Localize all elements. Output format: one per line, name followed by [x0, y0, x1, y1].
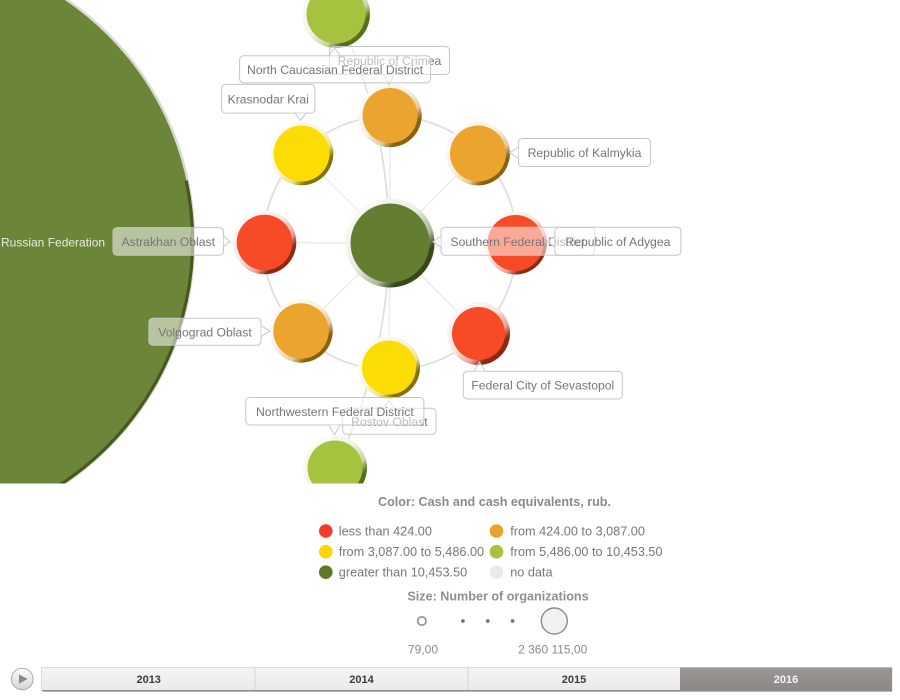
svg-text:no data: no data — [510, 566, 553, 580]
svg-text:Republic of Adygea: Republic of Adygea — [565, 235, 670, 249]
svg-text:greater than 10,453.50: greater than 10,453.50 — [339, 566, 467, 580]
svg-text:Volgograd Oblast: Volgograd Oblast — [158, 325, 252, 339]
svg-text:Federal City of Sevastopol: Federal City of Sevastopol — [471, 379, 614, 393]
svg-text:Size: Number of organizations: Size: Number of organizations — [407, 590, 588, 604]
svg-text:Krasnodar Krai: Krasnodar Krai — [228, 92, 309, 106]
svg-text:from 5,486.00 to 10,453.50: from 5,486.00 to 10,453.50 — [510, 545, 662, 559]
svg-text:Russian Federation: Russian Federation — [1, 236, 105, 250]
svg-text:2013: 2013 — [136, 674, 160, 686]
svg-text:2014: 2014 — [349, 674, 374, 686]
svg-text:from 424.00 to 3,087.00: from 424.00 to 3,087.00 — [510, 525, 645, 539]
svg-text:from 3,087.00 to 5,486.00: from 3,087.00 to 5,486.00 — [339, 545, 484, 559]
svg-text:79,00: 79,00 — [408, 643, 438, 657]
svg-text:less than 424.00: less than 424.00 — [339, 525, 432, 539]
svg-text:Color: Cash and cash equivalen: Color: Cash and cash equivalents, rub. — [378, 495, 611, 509]
svg-text:Northwestern Federal District: Northwestern Federal District — [256, 405, 414, 419]
svg-text:2015: 2015 — [562, 674, 586, 686]
svg-text:2016: 2016 — [774, 674, 798, 686]
svg-text:2 360 115,00: 2 360 115,00 — [518, 643, 588, 657]
svg-text:North Caucasian Federal Distri: North Caucasian Federal District — [247, 63, 424, 77]
svg-text:Republic of Kalmykia: Republic of Kalmykia — [528, 146, 642, 160]
svg-text:Astrakhan Oblast: Astrakhan Oblast — [122, 235, 216, 249]
